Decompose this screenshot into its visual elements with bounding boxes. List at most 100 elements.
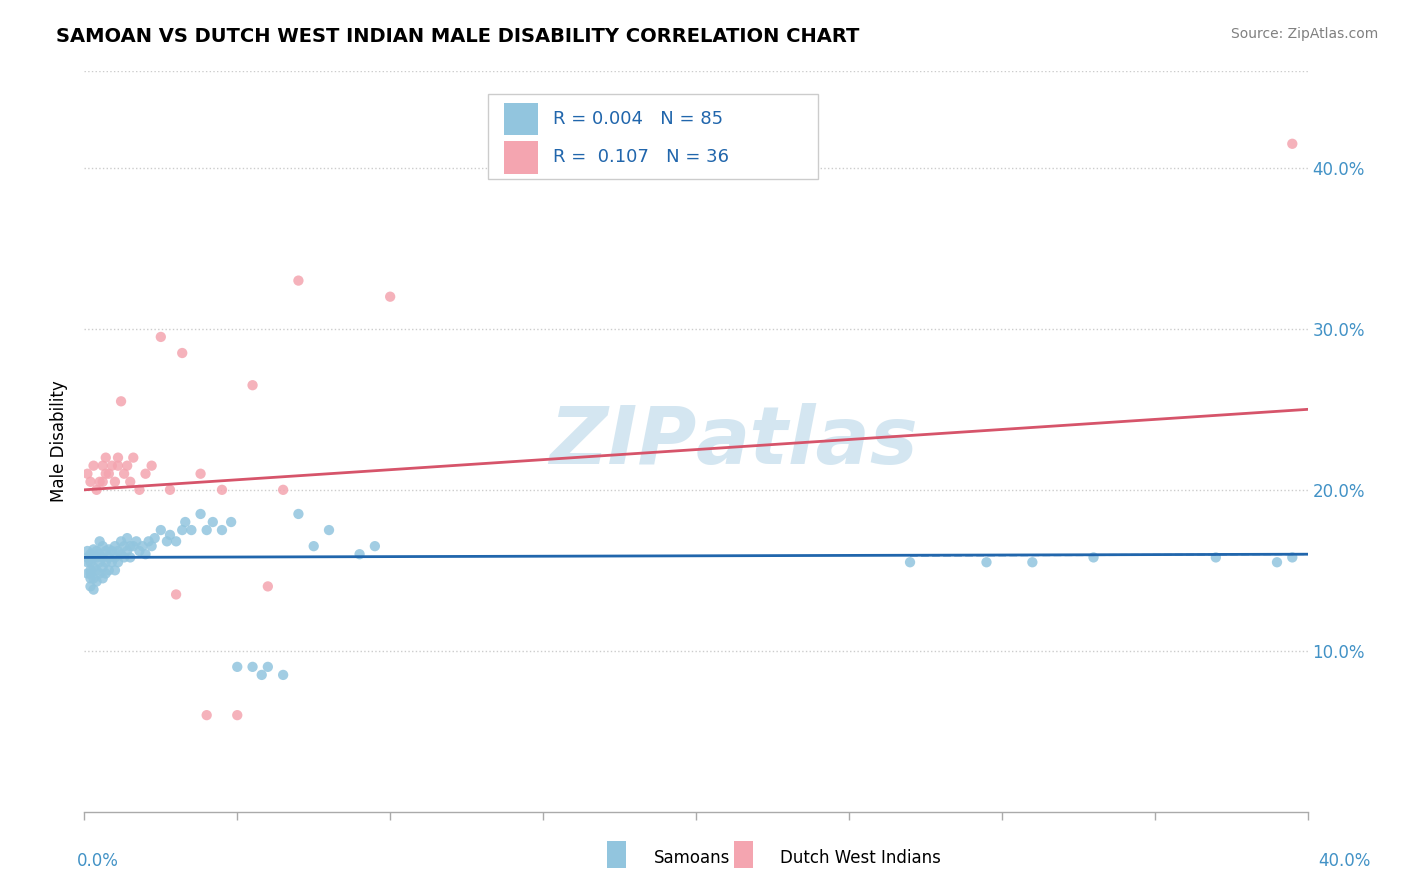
Point <box>86 544 108 558</box>
Point <box>135 547 157 561</box>
Point <box>190 507 212 521</box>
Point <box>76 467 98 481</box>
Point <box>211 523 233 537</box>
Point <box>156 534 179 549</box>
Point <box>219 515 242 529</box>
Point <box>91 539 114 553</box>
Point <box>165 587 187 601</box>
Point <box>97 563 120 577</box>
Point <box>190 467 212 481</box>
Point <box>94 544 117 558</box>
Point <box>89 555 111 569</box>
Point <box>128 483 150 497</box>
Text: Source: ZipAtlas.com: Source: ZipAtlas.com <box>1230 27 1378 41</box>
Text: 40.0%: 40.0% <box>1319 852 1371 870</box>
Point <box>1281 136 1303 151</box>
Bar <box>503 141 538 174</box>
Text: SAMOAN VS DUTCH WEST INDIAN MALE DISABILITY CORRELATION CHART: SAMOAN VS DUTCH WEST INDIAN MALE DISABIL… <box>56 27 859 45</box>
Point <box>242 660 264 674</box>
Point <box>141 539 163 553</box>
Point <box>110 534 132 549</box>
Point <box>76 550 98 565</box>
Text: 0.0%: 0.0% <box>77 852 120 870</box>
Point <box>79 475 101 489</box>
Point <box>1083 550 1105 565</box>
Point <box>104 550 127 565</box>
Point <box>172 523 194 537</box>
Point <box>91 458 114 473</box>
Point <box>172 346 194 360</box>
Point <box>125 534 148 549</box>
Point <box>79 579 101 593</box>
Point <box>257 579 280 593</box>
Point <box>211 483 233 497</box>
Point <box>107 544 129 558</box>
Point <box>1281 550 1303 565</box>
Point <box>94 450 117 465</box>
Point <box>976 555 998 569</box>
Point <box>380 290 402 304</box>
Point <box>174 515 197 529</box>
Text: atlas: atlas <box>696 402 918 481</box>
Point <box>104 539 127 553</box>
Point <box>94 467 117 481</box>
Point <box>122 450 145 465</box>
Point <box>120 550 142 565</box>
Point <box>91 560 114 574</box>
Point <box>110 394 132 409</box>
Point <box>271 668 294 682</box>
Point <box>302 539 325 553</box>
Point <box>250 668 273 682</box>
Point <box>115 544 138 558</box>
Text: R =  0.107   N = 36: R = 0.107 N = 36 <box>553 148 728 167</box>
Point <box>94 555 117 569</box>
Point <box>364 539 387 553</box>
Point <box>91 550 114 565</box>
Point <box>97 542 120 557</box>
Point <box>101 458 124 473</box>
Point <box>79 571 101 585</box>
Point <box>110 547 132 561</box>
Point <box>83 582 105 597</box>
Point <box>76 544 98 558</box>
Point <box>89 534 111 549</box>
Point <box>104 475 127 489</box>
Point <box>89 566 111 581</box>
Point <box>91 475 114 489</box>
Point <box>83 458 105 473</box>
Point <box>138 534 160 549</box>
Point <box>107 450 129 465</box>
Point <box>318 523 340 537</box>
Point <box>112 539 135 553</box>
Point <box>122 539 145 553</box>
Point <box>257 660 280 674</box>
Point <box>141 458 163 473</box>
Text: Samoans: Samoans <box>654 849 730 867</box>
Point <box>89 475 111 489</box>
Point <box>89 547 111 561</box>
Point <box>115 531 138 545</box>
Point <box>91 571 114 585</box>
Point <box>107 555 129 569</box>
Point <box>79 547 101 561</box>
Y-axis label: Male Disability: Male Disability <box>51 381 69 502</box>
Point <box>1205 550 1227 565</box>
Point <box>86 574 108 589</box>
Point <box>83 550 105 565</box>
Point <box>287 274 309 288</box>
Point <box>143 531 166 545</box>
Point <box>83 542 105 557</box>
Point <box>1021 555 1043 569</box>
Point <box>97 550 120 565</box>
Text: Dutch West Indians: Dutch West Indians <box>780 849 941 867</box>
Point <box>94 566 117 581</box>
Text: ZIP: ZIP <box>548 402 696 481</box>
Point <box>83 571 105 585</box>
Point <box>79 555 101 569</box>
Point <box>149 523 172 537</box>
Point <box>349 547 371 561</box>
Point <box>159 483 181 497</box>
Point <box>242 378 264 392</box>
Point <box>97 467 120 481</box>
Point <box>128 544 150 558</box>
